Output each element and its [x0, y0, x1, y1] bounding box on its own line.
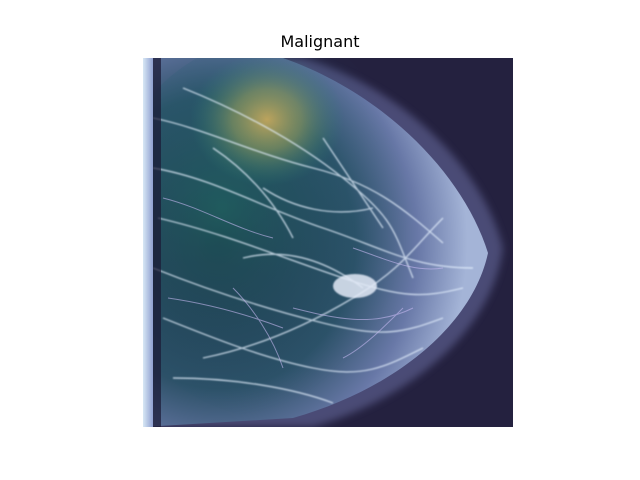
figure-title: Malignant	[280, 32, 360, 51]
fibrous-strands	[152, 87, 474, 404]
heatmap-hotspot	[168, 58, 388, 243]
mammogram-heatmap-svg	[143, 58, 513, 427]
mammogram-heatmap-image	[143, 58, 513, 427]
chest-wall-shadow	[153, 58, 161, 427]
bright-mass	[333, 274, 377, 298]
chest-wall-edge	[143, 58, 153, 427]
fine-strands	[162, 197, 444, 369]
